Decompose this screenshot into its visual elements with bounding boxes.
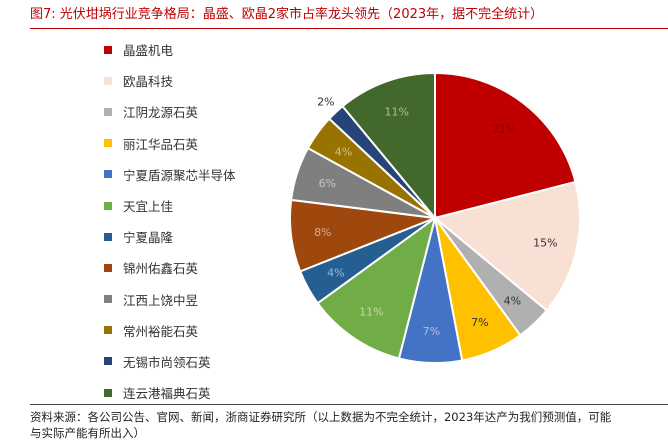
legend-item: 宁夏晶隆 [104, 221, 236, 252]
slice-data-label: 21% [492, 123, 516, 136]
legend-label: 丽江华品石英 [123, 136, 199, 152]
legend-item: 无锡市尚领石英 [104, 346, 236, 377]
legend-swatch [104, 326, 112, 335]
figure-title: 图7: 光伏坩埚行业竞争格局：晶盛、欧晶2家市占率龙头领先（2023年，据不完全… [30, 7, 544, 22]
legend-item: 江阴龙源石英 [104, 96, 236, 127]
legend-label: 江西上饶中昱 [123, 292, 199, 308]
legend-swatch [104, 139, 112, 148]
legend-swatch [104, 170, 112, 179]
slice-data-label: 11% [384, 106, 408, 119]
slice-data-label: 8% [314, 226, 331, 239]
slice-data-label: 6% [319, 177, 336, 190]
pie-slice [341, 71, 436, 221]
slice-data-label: 7% [471, 316, 488, 329]
legend-item: 晶盛机电 [104, 34, 236, 65]
legend-swatch [104, 76, 112, 85]
pie-slice [432, 180, 581, 312]
legend-item: 江西上饶中昱 [104, 284, 236, 315]
slice-data-label: 7% [423, 325, 440, 338]
source-note: 资料来源：各公司公告、官网、新闻，浙商证券研究所（以上数据为不完全统计，2023… [30, 409, 611, 441]
legend-swatch [104, 388, 112, 397]
legend-label: 宁夏盾源聚芯半导体 [123, 167, 236, 183]
legend-swatch [104, 263, 112, 272]
footer-rule [30, 404, 668, 405]
legend-swatch [104, 107, 112, 116]
slice-data-label: 11% [359, 306, 383, 319]
legend-label: 连云港福典石英 [123, 386, 211, 402]
pie-slice [434, 71, 577, 220]
slice-data-label: 4% [327, 267, 344, 280]
legend-label: 宁夏晶隆 [123, 230, 174, 246]
legend-label: 天宜上佳 [123, 199, 174, 215]
legend-swatch [104, 232, 112, 241]
slice-data-label: 15% [533, 237, 557, 250]
legend-swatch [104, 201, 112, 210]
legend-label: 晶盛机电 [123, 43, 174, 59]
legend-item: 丽江华品石英 [104, 128, 236, 159]
legend-label: 欧晶科技 [123, 74, 174, 90]
legend-label: 江阴龙源石英 [123, 105, 199, 121]
legend-item: 宁夏盾源聚芯半导体 [104, 159, 236, 190]
chart-legend: 晶盛机电欧晶科技江阴龙源石英 丽江华品石英宁夏盾源聚芯半导体 天宜上佳宁夏晶隆锦州佑… [104, 34, 236, 408]
slice-data-label: 4% [504, 294, 521, 307]
legend-item: 锦州佑鑫石英 [104, 252, 236, 283]
legend-item: 天宜上佳 [104, 190, 236, 221]
source-note-line-1: 资料来源：各公司公告、官网、新闻，浙商证券研究所（以上数据为不完全统计，2023… [30, 410, 612, 424]
title-rule [30, 28, 668, 29]
legend-label: 常州裕能石英 [123, 323, 199, 339]
legend-swatch [104, 295, 112, 304]
slice-data-label: 4% [335, 146, 352, 159]
legend-item: 连云港福典石英 [104, 377, 236, 408]
legend-label: 无锡市尚领石英 [123, 354, 211, 370]
source-note-line-2: 与实际产能有所出入） [30, 426, 145, 440]
legend-item: 欧晶科技 [104, 65, 236, 96]
legend-swatch [104, 357, 112, 366]
slice-data-label: 2% [317, 96, 334, 109]
legend-label: 锦州佑鑫石英 [123, 261, 199, 277]
legend-item: 常州裕能石英 [104, 315, 236, 346]
pie-slice [316, 215, 437, 360]
pie-chart: 21% 15% 4% 7% 7% 11% 4% 8% 6% 4% 2% 11% [288, 71, 581, 364]
legend-swatch [104, 45, 112, 54]
